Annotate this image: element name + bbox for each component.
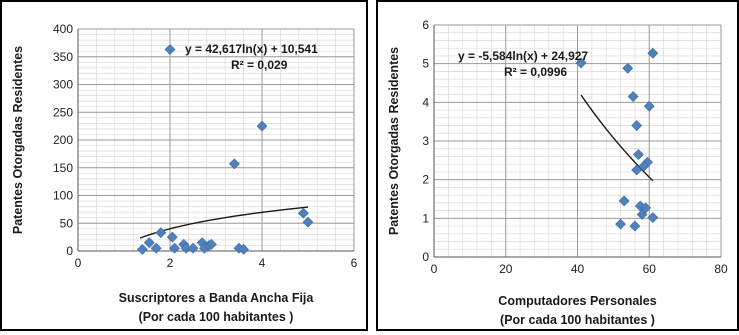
r-squared-label: R² = 0,029	[231, 58, 288, 72]
data-point	[238, 243, 250, 255]
data-points	[136, 44, 314, 255]
data-point	[629, 220, 641, 232]
x-tick-label: 6	[351, 256, 358, 270]
data-point	[638, 160, 650, 172]
data-point	[615, 218, 626, 230]
chart-panel-broadband: 0 50 100 150 200 250 300 350 400 0 2 4 6 y = 42,617ln…	[0, 0, 368, 331]
data-point	[622, 62, 634, 74]
y-tick-label: 0	[422, 250, 429, 264]
trendline-equation: y = -5,584ln(x) + 24,927	[458, 49, 588, 63]
data-point	[166, 231, 178, 243]
data-point	[187, 242, 199, 254]
data-point	[631, 120, 643, 131]
trendline	[580, 94, 654, 182]
x-tick-label: 2	[167, 256, 174, 270]
y-tick-label: 1	[422, 211, 429, 225]
y-tick-label: 150	[53, 161, 73, 175]
x-axis-title: Suscriptores a Banda Ancha Fija	[119, 291, 315, 305]
y-tick-label: 2	[422, 173, 429, 187]
data-point	[256, 120, 268, 132]
y-tick-label: 300	[53, 78, 73, 92]
data-point	[297, 207, 309, 219]
x-tick-label: 0	[431, 262, 438, 276]
x-tick-label: 4	[259, 256, 266, 270]
data-point	[164, 44, 176, 55]
y-axis-title: Patentes Otorgadas Residentes	[387, 47, 401, 235]
scatter-chart-broadband: 0 50 100 150 200 250 300 350 400 0 2 4 6 y = 42,617ln…	[11, 22, 358, 324]
data-point	[169, 242, 181, 254]
y-axis-title: Patentes Otorgadas Residentes	[11, 46, 25, 234]
y-tick-label: 50	[60, 216, 74, 230]
data-point	[302, 216, 314, 228]
data-point	[633, 149, 644, 160]
data-point	[618, 195, 630, 207]
y-tick-label: 6	[422, 18, 429, 32]
y-tick-label: 3	[422, 134, 429, 148]
x-axis-title: Computadores Personales	[498, 294, 656, 308]
data-point	[636, 209, 648, 220]
x-tick-label: 80	[714, 262, 728, 276]
y-tick-label: 0	[66, 244, 73, 258]
chart-panel-computers: 0 1 2 3 4 5 6 0 20 40 60 80 y = -5,584ln(x) + 24,927…	[376, 0, 739, 331]
data-point	[150, 242, 162, 254]
data-point	[575, 57, 587, 69]
trendline	[139, 206, 309, 239]
x-tick-label: 40	[571, 262, 585, 276]
x-tick-label: 60	[643, 262, 657, 276]
x-axis-subtitle: (Por cada 100 habitantes )	[500, 313, 655, 327]
data-point	[643, 100, 655, 112]
r-squared-label: R² = 0,0996	[504, 65, 567, 79]
data-point	[155, 227, 167, 239]
data-points	[575, 47, 659, 232]
y-tick-label: 200	[53, 133, 73, 147]
data-point	[205, 238, 217, 250]
y-tick-label: 350	[53, 50, 73, 64]
data-point	[143, 237, 155, 249]
data-point	[136, 243, 148, 255]
y-tick-label: 5	[422, 57, 429, 71]
x-tick-label: 0	[75, 256, 82, 270]
data-point	[631, 164, 643, 176]
data-point	[627, 91, 639, 102]
trendline-equation: y = 42,617ln(x) + 10,541	[185, 42, 318, 56]
y-tick-label: 4	[422, 95, 429, 109]
data-point	[228, 158, 240, 170]
data-point	[647, 212, 659, 223]
y-tick-label: 250	[53, 105, 73, 119]
y-tick-label: 400	[53, 22, 73, 36]
y-tick-label: 100	[53, 189, 73, 203]
x-axis-subtitle: (Por cada 100 habitantes )	[139, 310, 294, 324]
data-point	[647, 47, 659, 59]
x-tick-label: 20	[499, 262, 513, 276]
